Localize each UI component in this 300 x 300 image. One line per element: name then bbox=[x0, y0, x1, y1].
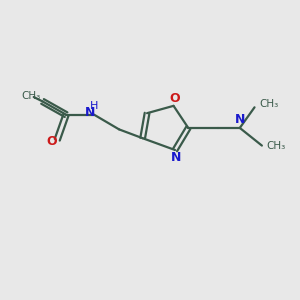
Text: N: N bbox=[85, 106, 95, 119]
Text: N: N bbox=[235, 113, 245, 126]
Text: CH₃: CH₃ bbox=[22, 91, 41, 101]
Text: N: N bbox=[171, 152, 182, 164]
Text: CH₃: CH₃ bbox=[259, 99, 278, 110]
Text: O: O bbox=[46, 135, 57, 148]
Text: H: H bbox=[90, 101, 98, 111]
Text: CH₃: CH₃ bbox=[266, 141, 286, 151]
Text: O: O bbox=[170, 92, 180, 105]
